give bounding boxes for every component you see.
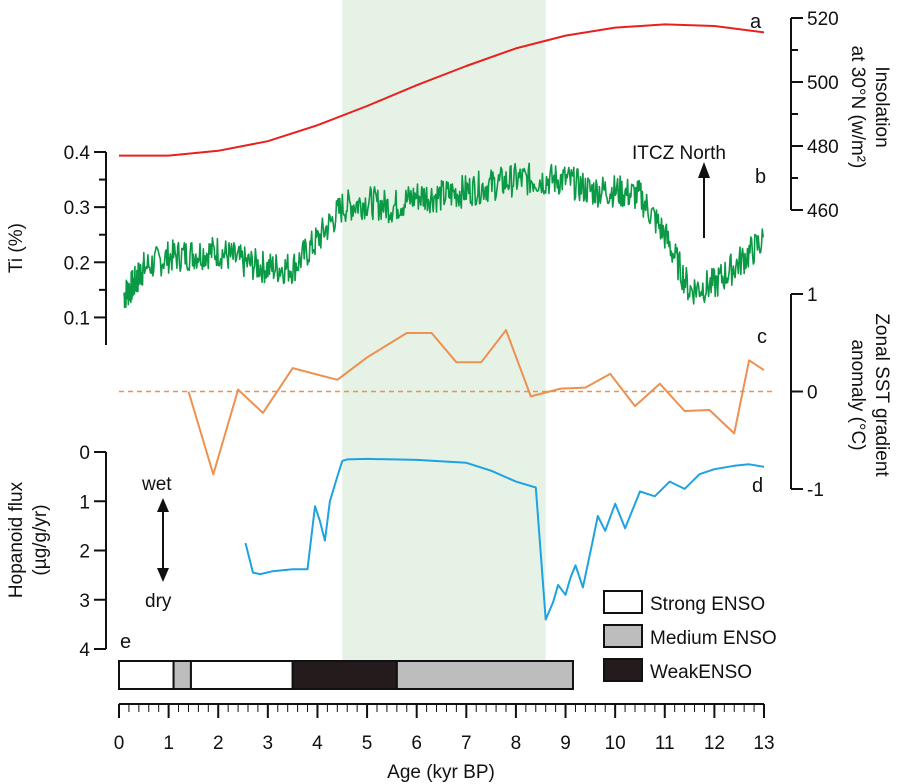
- x-tick-label: 9: [560, 733, 571, 754]
- x-tick-label: 7: [461, 733, 472, 754]
- panel-label-a: a: [750, 11, 762, 33]
- x-tick-label: 5: [362, 733, 373, 754]
- enso-segment-weak: [291, 660, 398, 690]
- x-tick-label: 1: [163, 733, 174, 754]
- enso-segment-medium: [395, 660, 574, 690]
- hopanoid-ylabel-line1: Hopanoid flux: [6, 481, 27, 598]
- hopanoid-ylabel-line2: (µg/g/yr): [30, 504, 51, 575]
- x-axis: 0 1 2 3 4 5 6 7 8 9 10 11 12 13: [114, 703, 775, 754]
- series-line-d: [244, 457, 765, 621]
- y-tick-label-b: 0.3: [64, 198, 90, 219]
- y-tick-label-c: 0: [807, 383, 818, 404]
- x-tick-label: 6: [411, 733, 422, 754]
- x-tick-label: 13: [753, 733, 774, 754]
- y-tick-label-d: 1: [79, 492, 90, 513]
- sst-ylabel-line2: anomaly (°C): [847, 339, 868, 450]
- y-tick-label-a: 520: [807, 9, 839, 30]
- panel-label-d: d: [752, 475, 763, 497]
- y-tick-label-d: 0: [79, 443, 90, 464]
- x-axis-label: Age (kyr BP): [387, 762, 495, 783]
- y-tick-label-a: 500: [807, 73, 839, 94]
- y-tick-label-a: 460: [807, 201, 839, 222]
- legend-label-strong: Strong ENSO: [650, 594, 765, 615]
- enso-segment-strong: [118, 660, 175, 690]
- wet-label: wet: [141, 474, 172, 495]
- enso-legend: Strong ENSO Medium ENSO WeakENSO: [603, 590, 777, 683]
- y-tick-label-b: 0.4: [64, 143, 91, 164]
- y-tick-label-d: 2: [79, 542, 90, 563]
- panel-label-e: e: [120, 631, 131, 653]
- x-tick-label: 8: [511, 733, 522, 754]
- enso-segment-strong: [189, 660, 294, 690]
- x-tick-label: 2: [213, 733, 224, 754]
- panel-e-enso: [118, 660, 574, 690]
- insolation-ylabel-line2: at 30°N (w/m²): [847, 46, 868, 169]
- x-tick-label: 3: [263, 733, 274, 754]
- ti-ylabel: Ti (%): [6, 223, 27, 273]
- itcz-arrow-icon: [698, 162, 710, 238]
- x-tick-label: 12: [704, 733, 725, 754]
- y-tick-label-c: 1: [807, 285, 818, 306]
- legend-swatch-weak: [603, 658, 643, 682]
- series-line-c: [187, 329, 765, 476]
- legend-label-weak: WeakENSO: [650, 662, 752, 683]
- series-line-a: [119, 23, 765, 157]
- panel-a-insolation: 460 480 500 520: [119, 9, 839, 222]
- panel-label-c: c: [757, 326, 767, 348]
- panel-label-b: b: [755, 166, 766, 188]
- y-tick-label-d: 3: [79, 591, 90, 612]
- sst-ylabel-line1: Zonal SST gradient: [871, 313, 892, 477]
- y-tick-label-a: 480: [807, 137, 839, 158]
- y-tick-label-b: 0.2: [64, 253, 90, 274]
- wet-dry-arrow-icon: [157, 498, 169, 582]
- insolation-ylabel-line1: Insolation: [871, 66, 892, 147]
- legend-swatch-medium: [603, 624, 643, 648]
- panel-c-sst: -1 0 1: [119, 285, 824, 501]
- y-tick-label-b: 0.1: [64, 308, 90, 329]
- x-tick-label: 11: [655, 733, 675, 754]
- panel-b-ti: 0.1 0.2 0.3 0.4: [64, 143, 764, 345]
- dry-label: dry: [145, 591, 172, 612]
- x-tick-label: 10: [605, 733, 626, 754]
- panel-d-hopanoid: 0 1 2 3 4: [79, 443, 765, 661]
- itcz-label: ITCZ North: [632, 143, 726, 164]
- x-tick-label: 4: [312, 733, 323, 754]
- y-tick-label-c: -1: [807, 480, 824, 501]
- y-tick-label-d: 4: [79, 640, 90, 661]
- shaded-interval: [342, 0, 546, 663]
- enso-segment-medium: [172, 660, 192, 690]
- series-line-b: [123, 162, 764, 309]
- legend-swatch-strong: [603, 590, 643, 614]
- x-tick-label: 0: [114, 733, 125, 754]
- legend-label-medium: Medium ENSO: [650, 628, 777, 649]
